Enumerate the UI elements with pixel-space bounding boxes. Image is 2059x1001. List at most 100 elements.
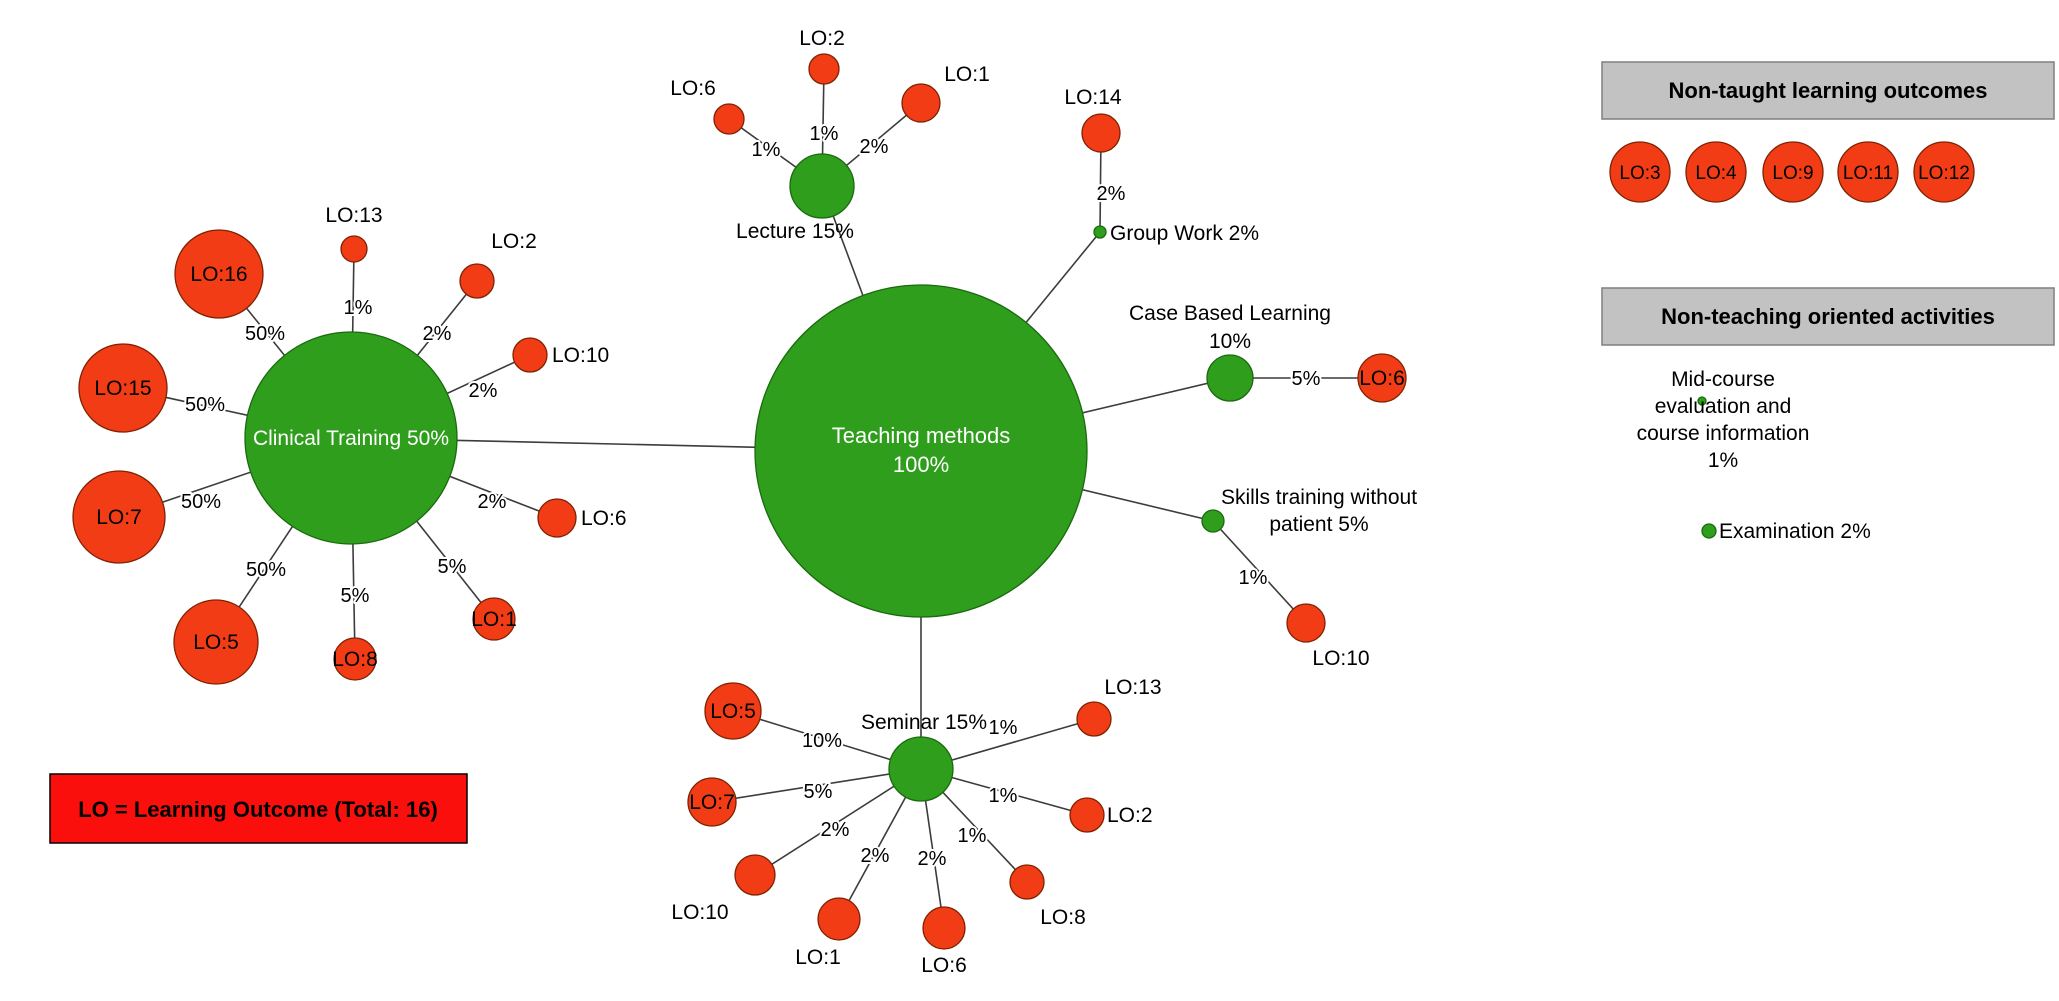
non-teaching-header-box — [1601, 287, 2055, 346]
case-based-lo6-pct: 5% — [1292, 368, 1321, 390]
seminar-lo8-node — [1009, 864, 1045, 900]
non-taught-lo11-node — [1837, 141, 1899, 203]
lecture-lo6-pct: 1% — [752, 139, 781, 161]
seminar-lo10-node — [734, 854, 776, 896]
cluster-case-based-learning: Case Based Learning 10% LO:6 5% — [1129, 302, 1407, 403]
seminar-lo13-pct: 1% — [989, 717, 1018, 739]
cluster-skills-training: Skills training without patient 5% LO:10… — [1201, 486, 1417, 670]
clinical-lo7-pct: 50% — [181, 491, 221, 513]
seminar-lo7-pct: 5% — [804, 781, 833, 803]
seminar-lo1-node — [817, 897, 861, 941]
clinical-training-label: Clinical Training 50% — [253, 427, 449, 450]
mid-course-label-line4: 1% — [1708, 449, 1738, 472]
clinical-lo10-pct: 2% — [469, 380, 498, 402]
lecture-lo2-label: LO:2 — [799, 27, 845, 50]
seminar-lo5-label: LO:5 — [710, 700, 756, 723]
cluster-group-work: Group Work 2% LO:14 2% — [1064, 86, 1259, 245]
case-based-label-line2: 10% — [1209, 330, 1251, 353]
node-clinical-training — [244, 331, 458, 545]
legend-text: LO = Learning Outcome (Total: 16) — [78, 797, 438, 822]
seminar-lo8-label: LO:8 — [1040, 906, 1086, 929]
seminar-lo2-node — [1069, 797, 1105, 833]
panel-non-taught: Non-taught learning outcomes LO:3 LO:4 L… — [1601, 61, 2055, 203]
cluster-seminar: Seminar 15% LO:5 10% LO:7 5% LO:10 2% LO… — [671, 676, 1161, 977]
node-lecture — [789, 153, 855, 219]
lecture-lo2-node — [808, 53, 840, 85]
clinical-lo1-label: LO:1 — [471, 608, 517, 631]
lecture-lo2-pct: 1% — [810, 123, 839, 145]
lecture-lo6-label: LO:6 — [670, 77, 716, 100]
seminar-lo2-pct: 1% — [989, 785, 1018, 807]
mid-course-label-line2: evaluation and — [1655, 395, 1792, 418]
mid-course-label-line1: Mid-course — [1671, 368, 1775, 391]
examination-node — [1701, 523, 1717, 539]
clinical-lo2-label: LO:2 — [491, 230, 537, 253]
clinical-lo16-pct: 50% — [245, 323, 285, 345]
non-taught-lo9-label: LO:9 — [1772, 163, 1813, 184]
clinical-lo7-node — [72, 470, 166, 564]
non-taught-lo12-node — [1913, 141, 1975, 203]
lecture-label: Lecture 15% — [736, 220, 854, 243]
legend-box — [49, 773, 468, 844]
mid-course-label-line3: course information — [1637, 422, 1810, 445]
clinical-lo2-node — [459, 263, 495, 299]
legend: LO = Learning Outcome (Total: 16) — [49, 773, 468, 844]
edge-seminar-lo7 — [711, 768, 922, 803]
seminar-lo8-pct: 1% — [958, 825, 987, 847]
group-work-lo14-node — [1081, 113, 1121, 153]
cluster-teaching-methods: Teaching methods 100% — [754, 284, 1088, 618]
seminar-lo6-pct: 2% — [918, 848, 947, 870]
clinical-lo5-pct: 50% — [246, 559, 286, 581]
clinical-lo6-pct: 2% — [478, 491, 507, 513]
edges-skills — [1212, 520, 1307, 624]
lecture-lo6-node — [713, 103, 745, 135]
clinical-lo15-label: LO:15 — [94, 377, 151, 400]
seminar-lo6-node — [922, 906, 966, 950]
lecture-lo1-node — [901, 83, 941, 123]
seminar-lo13-label: LO:13 — [1104, 676, 1161, 699]
clinical-lo16-node — [174, 229, 264, 319]
clinical-lo6-node — [537, 498, 577, 538]
clinical-lo13-label: LO:13 — [325, 204, 382, 227]
seminar-lo13-node — [1076, 701, 1112, 737]
case-based-lo6-node — [1357, 353, 1407, 403]
node-teaching-methods — [754, 284, 1088, 618]
seminar-lo2-label: LO:2 — [1107, 804, 1153, 827]
seminar-lo10-pct: 2% — [821, 819, 850, 841]
skills-lo10-pct: 1% — [1239, 567, 1268, 589]
clinical-lo13-pct: 1% — [344, 297, 373, 319]
skills-label-line2: patient 5% — [1269, 513, 1368, 536]
clinical-lo5-node — [173, 599, 259, 685]
clinical-lo10-label: LO:10 — [552, 344, 609, 367]
node-skills-training — [1201, 509, 1225, 533]
clinical-lo10-node — [512, 337, 548, 373]
non-teaching-title: Non-teaching oriented activities — [1661, 304, 1995, 329]
clinical-lo8-node — [333, 637, 377, 681]
seminar-lo10-label: LO:10 — [671, 901, 728, 924]
clinical-lo8-label: LO:8 — [332, 648, 378, 671]
edge-skills-lo10 — [1212, 520, 1307, 624]
node-case-based-learning — [1206, 354, 1254, 402]
node-group-work — [1093, 225, 1107, 239]
skills-label-line1: Skills training without — [1221, 486, 1417, 509]
non-taught-lo4-label: LO:4 — [1695, 163, 1737, 184]
seminar-lo7-node — [687, 777, 737, 827]
clinical-lo2-pct: 2% — [423, 323, 452, 345]
clinical-lo7-label: LO:7 — [96, 506, 142, 529]
non-taught-lo11-label: LO:11 — [1843, 163, 1893, 184]
group-work-label: Group Work 2% — [1110, 222, 1259, 245]
seminar-lo1-label: LO:1 — [795, 946, 841, 969]
edge-seminar-lo5 — [732, 710, 922, 770]
clinical-lo13-node — [340, 235, 368, 263]
seminar-lo5-pct: 10% — [802, 730, 842, 752]
seminar-label: Seminar 15% — [861, 711, 987, 734]
clinical-lo6-label: LO:6 — [581, 507, 627, 530]
lecture-lo1-pct: 2% — [860, 136, 889, 158]
node-seminar — [888, 736, 954, 802]
group-work-lo14-label: LO:14 — [1064, 86, 1122, 109]
clinical-lo15-pct: 50% — [185, 394, 225, 416]
seminar-lo6-label: LO:6 — [921, 954, 967, 977]
case-based-lo6-label: LO:6 — [1359, 367, 1405, 390]
clinical-lo1-pct: 5% — [438, 556, 467, 578]
skills-lo10-node — [1286, 603, 1326, 643]
